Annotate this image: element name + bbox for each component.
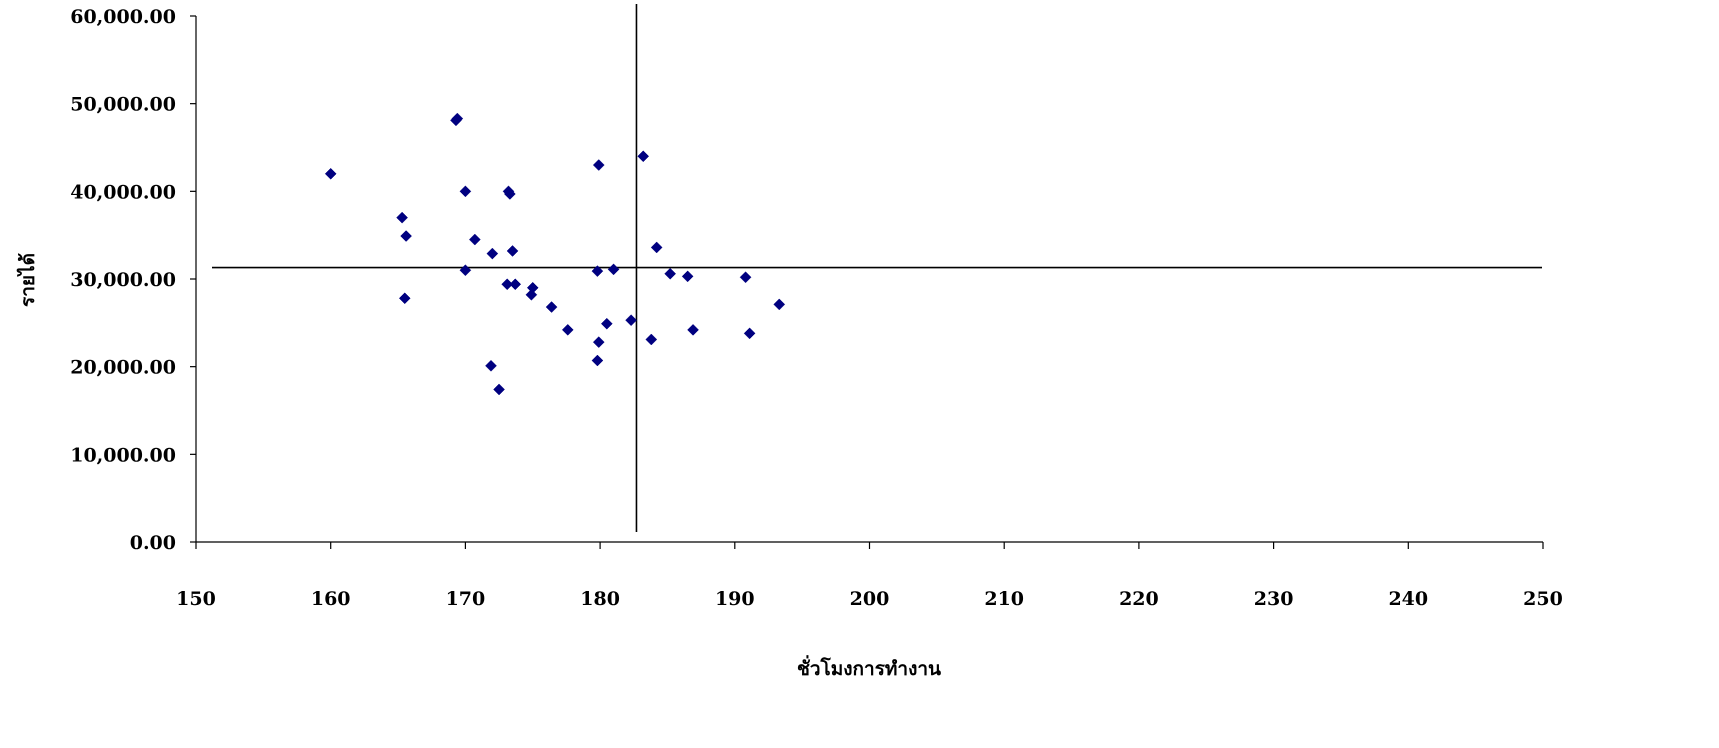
data-point (681, 270, 694, 283)
data-point (743, 327, 756, 340)
data-point (509, 278, 522, 291)
data-point (400, 230, 412, 242)
data-point (459, 185, 472, 198)
x-axis-ticks (195, 542, 1544, 549)
data-point (451, 112, 464, 125)
y-tick-label: 20,000.00 (70, 357, 176, 379)
data-point (607, 263, 620, 276)
data-point (468, 233, 481, 246)
data-point (486, 247, 499, 260)
x-tick-label: 160 (311, 588, 351, 610)
data-point (739, 271, 752, 284)
x-tick-label: 180 (580, 588, 620, 610)
x-tick-label: 240 (1388, 588, 1428, 610)
x-axis-title: ชั่วโมงการทำงาน (797, 655, 941, 680)
data-points (324, 112, 786, 396)
data-point (637, 150, 650, 163)
data-point (324, 167, 337, 180)
data-point (687, 323, 699, 336)
y-axis-ticks (190, 15, 196, 543)
data-point (506, 245, 519, 257)
data-point (545, 301, 558, 313)
data-point (625, 314, 637, 327)
data-point (493, 383, 505, 396)
data-point (525, 288, 538, 301)
data-point (503, 188, 516, 200)
data-point (600, 317, 613, 330)
y-tick-label: 10,000.00 (70, 444, 176, 466)
data-point (485, 359, 497, 372)
x-tick-label: 220 (1119, 588, 1159, 610)
y-tick-label: 40,000.00 (70, 181, 176, 203)
data-point (773, 298, 786, 311)
data-point (592, 336, 605, 348)
y-tick-label: 60,000.00 (70, 6, 176, 28)
data-point (459, 264, 472, 277)
data-point (650, 241, 663, 254)
data-point (501, 278, 514, 291)
data-point (591, 265, 604, 277)
data-point (645, 333, 658, 346)
y-tick-label: 30,000.00 (70, 269, 176, 291)
y-axis-title: รายได้ (16, 253, 39, 307)
y-tick-label: 50,000.00 (70, 94, 176, 116)
data-point (561, 323, 574, 336)
x-axis-tick-labels: 150 160 170 180 190 200 210 220 230 240 250 (176, 588, 1563, 610)
x-tick-label: 230 (1254, 588, 1294, 610)
x-tick-label: 170 (446, 588, 486, 610)
data-point (592, 159, 605, 171)
x-tick-label: 190 (715, 588, 755, 610)
y-axis-tick-labels: 0.00 10,000.00 20,000.00 30,000.00 40,000.00… (70, 6, 176, 554)
data-point (591, 354, 604, 367)
data-point (664, 267, 676, 280)
data-point (396, 211, 408, 224)
x-tick-label: 250 (1523, 588, 1563, 610)
x-tick-label: 150 (176, 588, 216, 610)
reference-lines (212, 4, 1542, 532)
x-tick-label: 210 (984, 588, 1024, 610)
x-tick-label: 200 (850, 588, 890, 610)
data-point (398, 292, 411, 305)
y-tick-label: 0.00 (130, 532, 176, 554)
